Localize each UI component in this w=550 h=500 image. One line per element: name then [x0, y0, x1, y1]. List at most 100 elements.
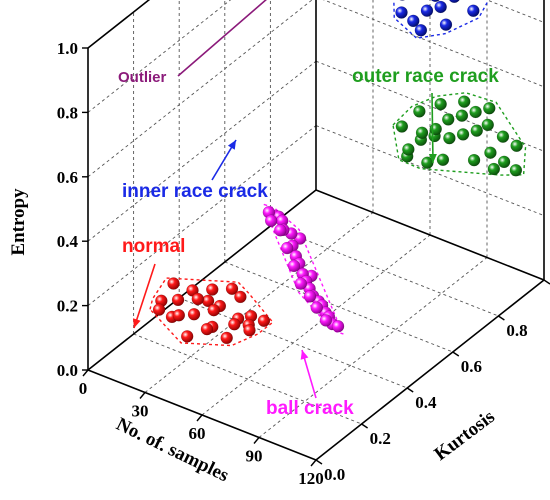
data-point [443, 131, 456, 145]
data-point [415, 126, 429, 139]
data-point [207, 303, 221, 317]
annotation-label: ball crack [266, 398, 354, 419]
x-tick-mark [196, 414, 203, 422]
x-tick-label: 90 [246, 447, 263, 466]
annotation-arrowhead [133, 318, 141, 328]
data-point [413, 105, 426, 118]
annotation-arrow [431, 92, 434, 164]
y-tick-mark [452, 351, 460, 357]
data-point [456, 128, 470, 141]
data-point [429, 122, 442, 136]
data-point [303, 290, 317, 303]
data-point [331, 319, 345, 333]
axis-line [87, 0, 151, 49]
grid-line [133, 333, 362, 425]
grid-line [315, 125, 545, 217]
data-point [455, 109, 469, 122]
y-tick-label: 0.8 [506, 321, 527, 340]
data-point [467, 4, 480, 17]
data-point [470, 124, 483, 137]
z-tick-label: 0.0 [57, 361, 78, 380]
cluster-outlines [149, 0, 527, 347]
y-tick-mark [315, 459, 323, 465]
grid-line [322, 0, 545, 88]
data-point [310, 301, 324, 314]
data-point [287, 259, 301, 273]
data-point [280, 241, 294, 255]
data-point [436, 153, 450, 166]
data-point [319, 314, 333, 327]
data-point [469, 105, 482, 119]
annotation-label: outer race crack [352, 66, 499, 87]
z-tick-label: 0.2 [57, 297, 78, 316]
data-point [510, 139, 523, 153]
data-point [414, 24, 428, 37]
x-tick-label: 120 [298, 469, 324, 488]
z-axis-title: Entropy [8, 188, 29, 256]
annotation-label: normal [122, 236, 185, 257]
x-axis-title: No. of. samples [113, 414, 232, 487]
x-tick-mark [253, 437, 260, 444]
x-tick-mark [82, 369, 89, 377]
y-tick-mark [361, 423, 368, 429]
grid-line [201, 234, 431, 416]
data-point [497, 155, 511, 169]
data-point [220, 331, 233, 345]
data-point [395, 120, 409, 133]
data-point [484, 146, 497, 159]
data-point [234, 290, 247, 304]
data-point [274, 224, 287, 237]
y-tick-label: 0.6 [461, 357, 482, 376]
grid-line [258, 257, 488, 438]
data-point [487, 162, 501, 176]
x-tick-mark [310, 459, 317, 467]
y-tick-label: 0.2 [370, 429, 391, 448]
y-tick-mark [498, 315, 505, 321]
x-tick-label: 60 [189, 424, 206, 443]
y-tick-label: 0.4 [415, 393, 437, 412]
x-tick-label: 30 [132, 402, 149, 421]
grid-line [144, 212, 374, 393]
axis-line [315, 279, 545, 461]
data-point [439, 18, 453, 31]
z-tick-label: 0.8 [57, 103, 78, 122]
data-point [457, 95, 471, 108]
grid-line [87, 0, 232, 113]
axis-line [315, 189, 545, 281]
annotation-label: Outlier [118, 69, 167, 86]
annotation-arrowhead [428, 153, 437, 163]
data-point [434, 0, 447, 14]
data-point [225, 282, 239, 295]
data-point [171, 293, 185, 307]
y-tick-mark [543, 279, 550, 285]
grid-line [270, 225, 499, 317]
grid-line [179, 297, 408, 389]
data-point [441, 113, 455, 126]
data-point [467, 153, 481, 167]
annotation-arrow [133, 263, 156, 329]
data-point [430, 0, 440, 2]
x-tick-mark [139, 392, 146, 399]
grid-line [87, 60, 317, 242]
data-point [395, 6, 408, 19]
annotation-arrowhead [300, 350, 309, 360]
y-axis-title: Kurtosis [431, 406, 499, 465]
y-tick-mark [406, 387, 414, 393]
data-point [180, 330, 194, 343]
annotation-label: inner race crack [122, 181, 268, 202]
z-tick-label: 0.4 [57, 232, 79, 251]
annotation-arrowhead [227, 140, 236, 150]
grid-line [224, 261, 453, 353]
annotations: Outlier inner race crack outer race crack n… [118, 0, 499, 419]
data-point [434, 97, 447, 111]
y-tick-label: 0.0 [324, 465, 345, 484]
data-point [481, 118, 495, 132]
data-point [172, 309, 186, 322]
data-point [257, 314, 271, 327]
data-point [228, 317, 241, 331]
data-point [448, 0, 460, 4]
z-tick-label: 1.0 [57, 39, 78, 58]
data-point [264, 214, 278, 228]
data-point [167, 277, 180, 290]
